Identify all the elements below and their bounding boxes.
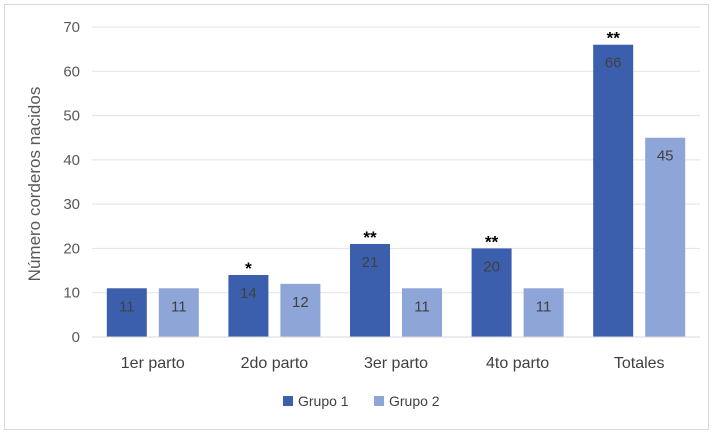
y-tick-label: 0 bbox=[72, 329, 80, 346]
data-label: 11 bbox=[119, 298, 135, 315]
legend-swatch bbox=[374, 396, 384, 406]
significance-markers: *** **** bbox=[245, 29, 620, 278]
chart-frame bbox=[4, 4, 709, 430]
data-label: 11 bbox=[171, 298, 187, 315]
bar-grupo-2 bbox=[523, 288, 564, 337]
y-axis-ticks: 0 10 20 30 40 50 60 70 bbox=[63, 19, 80, 346]
data-label: 11 bbox=[536, 298, 552, 315]
significance-marker: ** bbox=[485, 232, 499, 251]
legend-swatch bbox=[283, 396, 293, 406]
y-axis-label: Número corderos nacidos bbox=[25, 87, 44, 282]
x-category-label: Totales bbox=[614, 355, 665, 372]
x-category-label: 1er parto bbox=[121, 355, 185, 372]
y-tick-label: 40 bbox=[63, 152, 80, 169]
data-labels: 11 11 14 12 21 11 20 11 66 45 bbox=[119, 55, 674, 316]
legend: Grupo 1 Grupo 2 bbox=[283, 393, 440, 409]
bars bbox=[106, 44, 686, 337]
data-label: 12 bbox=[292, 294, 309, 311]
bar-grupo-1 bbox=[350, 244, 390, 337]
y-tick-label: 50 bbox=[63, 108, 80, 125]
data-label: 14 bbox=[240, 285, 257, 302]
data-label: 45 bbox=[657, 148, 674, 165]
significance-marker: ** bbox=[607, 29, 621, 48]
legend-entry: Grupo 1 bbox=[298, 393, 349, 409]
data-label: 21 bbox=[362, 254, 379, 271]
data-label: 66 bbox=[605, 55, 622, 72]
y-tick-label: 60 bbox=[63, 63, 80, 80]
bar-grupo-1 bbox=[106, 288, 147, 337]
x-category-label: 2do parto bbox=[241, 355, 309, 372]
x-category-label: 3er parto bbox=[364, 355, 428, 372]
bar-grupo-1 bbox=[471, 248, 512, 337]
data-label: 11 bbox=[414, 298, 430, 315]
bar-grupo-1 bbox=[593, 44, 634, 337]
x-axis-categories: 1er parto 2do parto 3er parto 4to parto Tota… bbox=[121, 355, 665, 372]
y-tick-label: 30 bbox=[63, 196, 80, 213]
bar-grupo-2 bbox=[402, 288, 442, 337]
y-tick-label: 10 bbox=[63, 285, 80, 302]
significance-marker: * bbox=[245, 259, 252, 278]
y-tick-label: 20 bbox=[63, 240, 80, 257]
bar-grupo-1 bbox=[228, 275, 269, 337]
x-category-label: 4to parto bbox=[486, 355, 549, 372]
bar-grupo-2 bbox=[645, 137, 686, 337]
legend-entry: Grupo 2 bbox=[389, 393, 440, 409]
significance-marker: ** bbox=[363, 228, 377, 247]
data-label: 20 bbox=[483, 258, 500, 275]
bar-grupo-2 bbox=[158, 288, 199, 337]
y-tick-label: 70 bbox=[63, 19, 80, 36]
bar-grupo-2 bbox=[280, 283, 321, 337]
